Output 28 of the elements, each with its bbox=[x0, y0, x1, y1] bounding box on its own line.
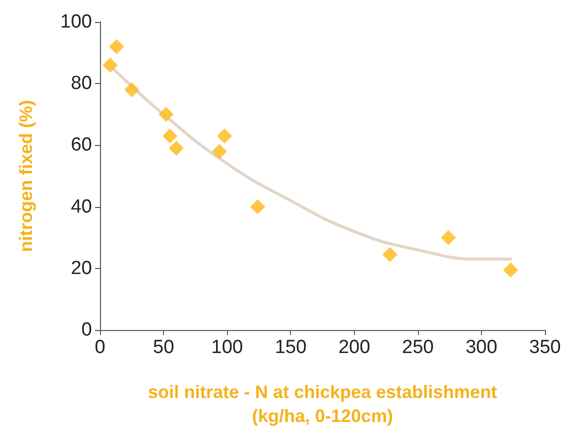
x-tick-label: 350 bbox=[529, 337, 561, 358]
y-tick-label: 0 bbox=[81, 320, 92, 340]
x-tick-label: 0 bbox=[94, 337, 106, 358]
y-tick-label: 40 bbox=[70, 196, 92, 218]
point bbox=[440, 230, 456, 246]
y-tick-label: 60 bbox=[70, 134, 92, 156]
point bbox=[382, 247, 398, 262]
point bbox=[162, 128, 178, 144]
y-tick-label: 100 bbox=[60, 12, 92, 32]
y-axis-title: nitrogen fixed (%) bbox=[16, 100, 36, 252]
point bbox=[109, 39, 124, 54]
point bbox=[158, 106, 174, 122]
x-tick-label: 200 bbox=[338, 337, 370, 358]
point bbox=[102, 58, 118, 73]
x-tick-label: 150 bbox=[274, 337, 307, 358]
point bbox=[217, 128, 232, 144]
point bbox=[124, 82, 140, 98]
x-tick-label: 250 bbox=[402, 337, 434, 358]
x-tick-label: 300 bbox=[466, 337, 498, 358]
x-tick-label: 50 bbox=[153, 337, 174, 358]
point bbox=[250, 199, 266, 214]
x-axis-title: soil nitrate - N at chickpea establishment (kg/ha, 0-120cm) bbox=[148, 382, 498, 426]
point bbox=[212, 144, 228, 159]
x-tick-label: 100 bbox=[211, 337, 243, 358]
point bbox=[168, 140, 184, 156]
y-tick-label: 20 bbox=[70, 258, 92, 279]
point bbox=[503, 262, 518, 278]
y-tick-label: 80 bbox=[70, 73, 92, 94]
